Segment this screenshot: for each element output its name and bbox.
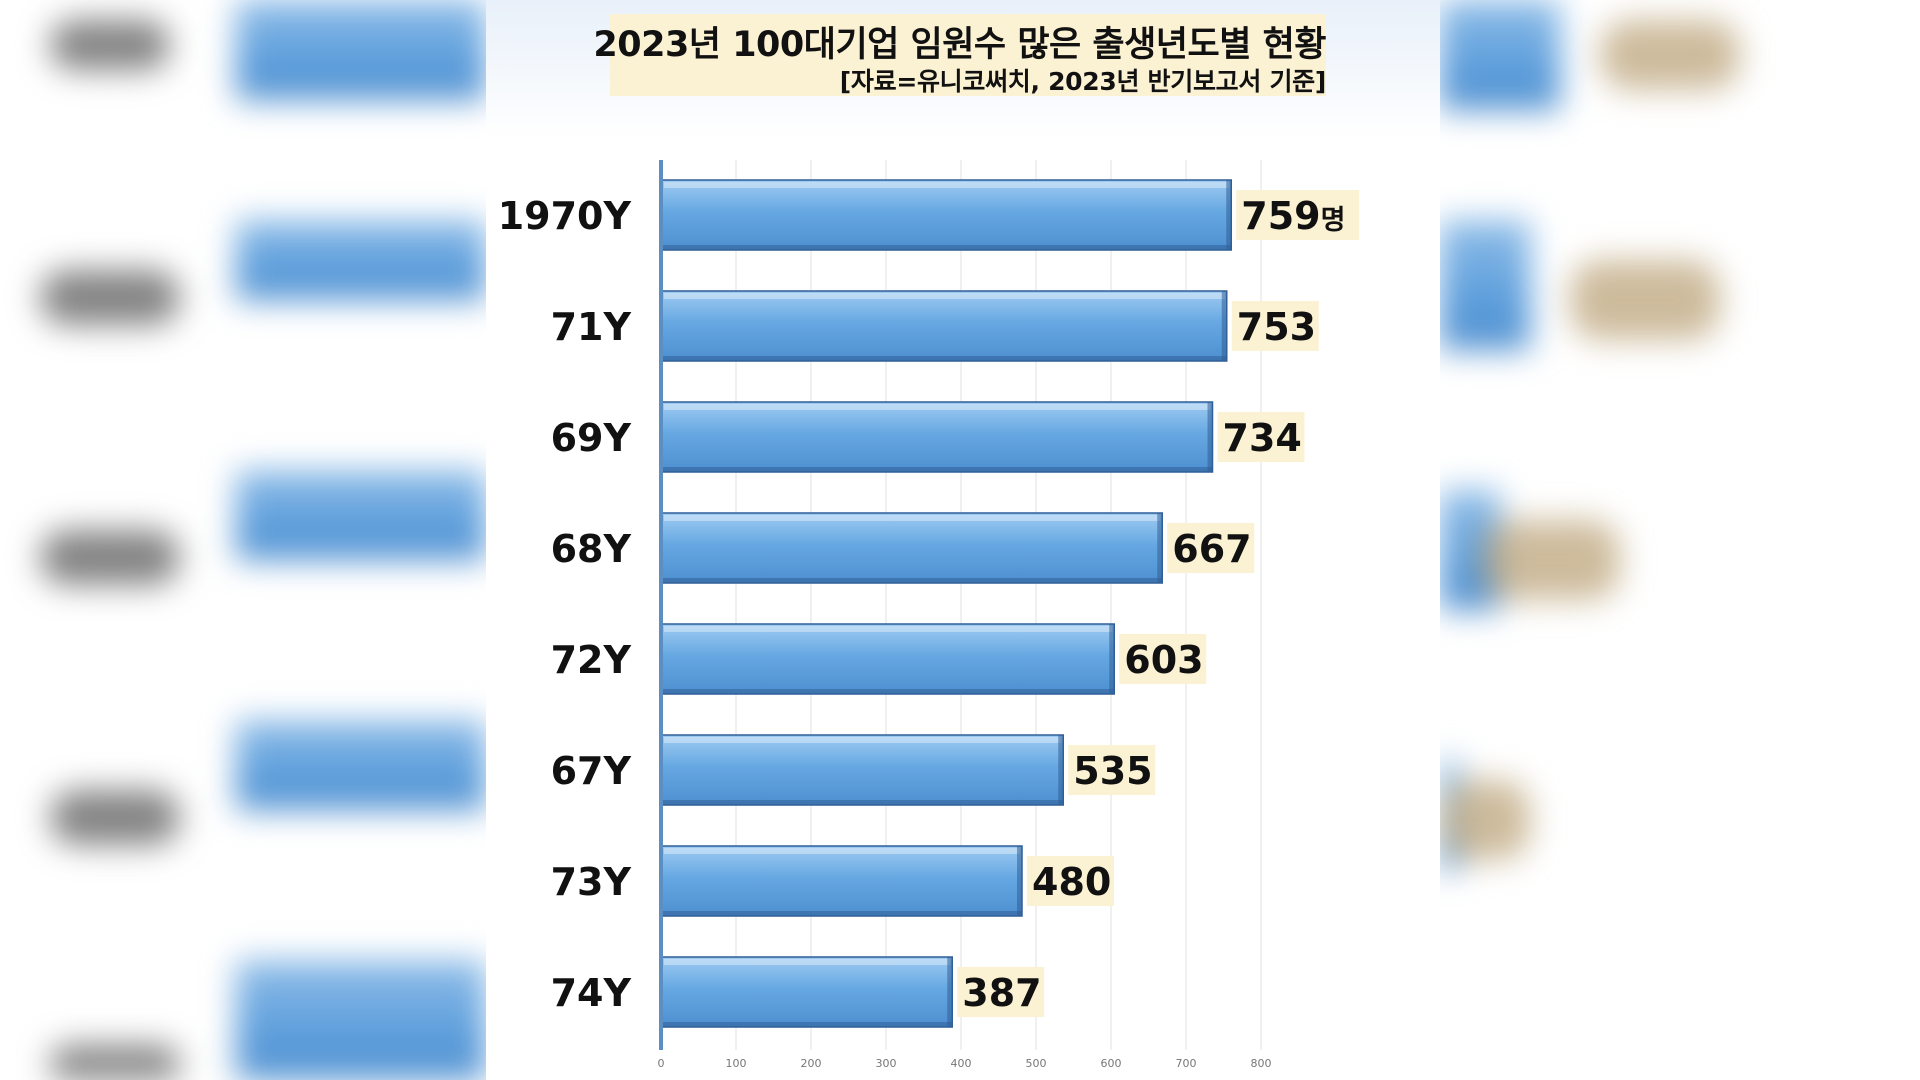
bar-edge: [1207, 402, 1213, 472]
bar-edge: [947, 957, 953, 1027]
value-label: 480: [1032, 860, 1111, 904]
bar-group: 71Y 753: [551, 290, 1319, 362]
bar-group: 67Y 535: [551, 734, 1156, 806]
category-label: 1970Y: [498, 194, 632, 238]
bar-highlight: [664, 737, 1062, 743]
axes: 0 100 200 300 400 500 600 700 800: [658, 160, 1272, 1070]
x-tick-label: 300: [876, 1057, 897, 1070]
bar: [661, 179, 1232, 251]
bar-highlight: [664, 626, 1113, 632]
bar-shade: [662, 1022, 953, 1027]
value-label-bg: [1231, 301, 1319, 351]
bar-highlight: [664, 182, 1230, 188]
bar: [661, 401, 1214, 473]
x-tick-label: 700: [1176, 1057, 1197, 1070]
bar-edge: [1221, 291, 1227, 361]
bar-shade: [662, 245, 1232, 250]
bar-shade: [662, 578, 1163, 583]
bar-group: 72Y 603: [551, 623, 1207, 695]
bar-highlight: [664, 848, 1020, 854]
value-label-bg: [1027, 856, 1114, 906]
bar: [661, 845, 1023, 917]
category-label: 69Y: [551, 416, 632, 460]
value-label: 734: [1223, 416, 1302, 460]
x-tick-label: 0: [658, 1057, 665, 1070]
chart-panel: 2023년 100대기업 임원수 많은 출생년도별 현황 [자료=유니코써치, …: [486, 0, 1440, 1080]
category-label: 73Y: [551, 860, 632, 904]
value-label: 535: [1073, 749, 1152, 793]
x-tick-label: 600: [1101, 1057, 1122, 1070]
chart-title: 2023년 100대기업 임원수 많은 출생년도별 현황: [593, 25, 1326, 65]
category-label: 67Y: [551, 749, 632, 793]
bar-edge: [1226, 180, 1232, 250]
value-label-bg: [957, 967, 1045, 1017]
blurred-background-right: [1440, 0, 1920, 1080]
blurred-background-left: [0, 0, 486, 1080]
title-box: 2023년 100대기업 임원수 많은 출생년도별 현황 [자료=유니코써치, …: [593, 14, 1327, 96]
value-label-bg: [1119, 634, 1207, 684]
category-label: 71Y: [551, 305, 632, 349]
x-tick-label: 500: [1026, 1057, 1047, 1070]
value-label: 603: [1124, 638, 1203, 682]
bar: [661, 956, 953, 1028]
bar-highlight: [664, 404, 1211, 410]
category-label: 74Y: [551, 971, 632, 1015]
bar-group: 68Y 667: [551, 512, 1255, 584]
value-label-bg: [1167, 523, 1255, 573]
value-unit: 명: [1321, 205, 1346, 236]
bar: [661, 512, 1163, 584]
bar-highlight: [664, 293, 1225, 299]
bar-shade: [662, 356, 1227, 361]
x-tick-label: 800: [1251, 1057, 1272, 1070]
bar-shade: [662, 800, 1064, 805]
bar-edge: [1058, 735, 1064, 805]
bar: [661, 734, 1064, 806]
bar-shade: [662, 911, 1022, 916]
bars: 1970Y 759명 71Y 753 69Y 734 68Y 667 72Y 603 67Y 535 7…: [498, 179, 1360, 1028]
category-label: 68Y: [551, 527, 632, 571]
x-tick-label: 200: [801, 1057, 822, 1070]
x-tick-label: 100: [726, 1057, 747, 1070]
bar-edge: [1157, 513, 1163, 583]
category-label: 72Y: [551, 638, 632, 682]
bar-group: 1970Y 759명: [498, 179, 1360, 251]
bar-group: 74Y 387: [551, 956, 1045, 1028]
value-label-bg: [1236, 190, 1360, 240]
chart-subtitle: [자료=유니코써치, 2023년 반기보고서 기준]: [839, 67, 1327, 96]
x-tick-label: 400: [951, 1057, 972, 1070]
value-label-bg: [1217, 412, 1305, 462]
value-label: 667: [1172, 527, 1251, 571]
bar-chart: 1970Y 759명 71Y 753 69Y 734 68Y 667 72Y 603 67Y 535 7…: [498, 160, 1360, 1070]
bar: [661, 290, 1228, 362]
value-label-bg: [1068, 745, 1156, 795]
bar-shade: [662, 467, 1213, 472]
bar-group: 73Y 480: [551, 845, 1114, 917]
bar: [661, 623, 1115, 695]
value-label: 759명: [1241, 194, 1345, 238]
bar-group: 69Y 734: [551, 401, 1305, 473]
bar-edge: [1109, 624, 1115, 694]
value-label: 753: [1237, 305, 1316, 349]
bar-highlight: [664, 515, 1161, 521]
bar-edge: [1017, 846, 1022, 916]
bar-highlight: [664, 959, 951, 965]
value-label: 387: [962, 971, 1041, 1015]
bar-shade: [662, 689, 1115, 694]
